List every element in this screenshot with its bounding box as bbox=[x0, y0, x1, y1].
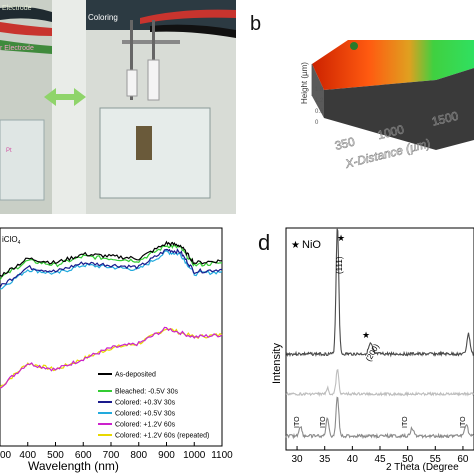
ito-label-1: ITO bbox=[294, 416, 301, 428]
legend-box bbox=[96, 368, 216, 440]
legend-label: Colored: +0.5V 30s bbox=[115, 411, 176, 418]
x-tick-label-c: 600 bbox=[75, 450, 92, 461]
z-axis-label: Height (µm) bbox=[300, 62, 309, 104]
working-electrode bbox=[147, 59, 160, 101]
surface-left-side bbox=[312, 64, 324, 118]
panel-c-spectra: iClO4 00 400 500 600 700 800 900 1000 1100 As-de… bbox=[0, 222, 236, 474]
x-tick-label-d: 60 bbox=[457, 454, 469, 465]
z-tick-3: 1.8 bbox=[315, 87, 324, 93]
marker-dot bbox=[350, 42, 358, 50]
z-tick-2: 1.2 bbox=[315, 98, 324, 104]
reference-electrode bbox=[126, 69, 138, 97]
right-beaker bbox=[99, 107, 211, 199]
label-coloring: Coloring bbox=[88, 13, 118, 22]
panel-b-profilometry: b Height (µm) 0 0.6 1.2 1.8 350 1000 150… bbox=[236, 0, 474, 214]
black-wire bbox=[0, 6, 52, 23]
x-tick-label-c: 1000 bbox=[183, 450, 206, 461]
x-tick-label-c: 800 bbox=[130, 450, 147, 461]
electrolyte-label: iClO4 bbox=[2, 235, 21, 246]
x-tick-label-d: 30 bbox=[291, 454, 303, 465]
surface-side bbox=[324, 68, 474, 150]
label-wire: r Electrode bbox=[0, 45, 34, 52]
label-pt: Pt bbox=[6, 148, 12, 154]
x-tick-label-d: 35 bbox=[319, 454, 331, 465]
x-axis-label-c: Wavelength (nm) bbox=[28, 459, 119, 473]
label-electrode: Electrode bbox=[2, 5, 32, 12]
left-beaker bbox=[0, 119, 45, 201]
x-tick-label-c: 1100 bbox=[211, 450, 233, 461]
y-axis-label-d: Intensity bbox=[271, 343, 283, 384]
panel-a-photos: Electrode r Electrode Pt Coloring bbox=[0, 0, 236, 214]
x-tick-label-d: 45 bbox=[374, 454, 386, 465]
xrd-trace-ito bbox=[285, 396, 474, 440]
x-tick-label-c: 700 bbox=[103, 450, 120, 461]
x-tick-label-c: 00 bbox=[0, 450, 12, 461]
legend-label: Colored: +0.3V 30s bbox=[115, 400, 176, 407]
panel-d-xrd: d ★ NiO Intensity (111) ★ (200) ★ ITO IT… bbox=[236, 222, 474, 474]
peak-111-star-icon: ★ bbox=[337, 233, 345, 243]
right-black-wire bbox=[150, 24, 236, 38]
surface-top bbox=[312, 40, 474, 90]
series-line-3 bbox=[0, 248, 223, 288]
x-tick-label-c: 500 bbox=[47, 450, 64, 461]
panel-letter-d: d bbox=[258, 230, 270, 255]
legend-nio: NiO bbox=[302, 239, 321, 251]
peak-200-star-icon: ★ bbox=[362, 330, 370, 340]
double-arrow-icon bbox=[44, 88, 86, 106]
series-line-4 bbox=[0, 250, 223, 290]
x-tick-350: 350 bbox=[333, 134, 356, 153]
xrd-trace-nio bbox=[285, 228, 474, 358]
x-tick-1500: 1500 bbox=[430, 109, 460, 129]
series-line-5 bbox=[0, 326, 223, 389]
rod-left bbox=[130, 20, 133, 100]
right-red-wire bbox=[140, 9, 236, 24]
x-tick-1000: 1000 bbox=[376, 122, 406, 142]
colored-film bbox=[136, 126, 152, 160]
peak-111-label: (111) bbox=[335, 256, 344, 274]
legend-label: Bleached: -0.5V 30s bbox=[115, 389, 179, 396]
x-tick-label-c: 900 bbox=[158, 450, 175, 461]
xrd-trace-middle bbox=[285, 368, 474, 398]
legend-star-icon: ★ bbox=[291, 240, 300, 251]
green-wire bbox=[0, 40, 52, 54]
z-tick-1: 0.6 bbox=[315, 109, 324, 115]
z-tick-0: 0 bbox=[315, 120, 319, 126]
ito-label-4: ITO bbox=[460, 416, 467, 428]
ito-label-3: ITO bbox=[402, 416, 409, 428]
x-tick-label-c: 400 bbox=[19, 450, 36, 461]
electrode-holder-bar bbox=[122, 40, 180, 44]
legend-label: Colored: +1.2V 60s bbox=[115, 422, 176, 429]
series-line-2 bbox=[0, 244, 222, 281]
plot-frame-d bbox=[285, 227, 474, 451]
x-axis-label: X-Distance (µm) bbox=[343, 136, 432, 171]
x-tick-label-d: 50 bbox=[402, 454, 414, 465]
series-line-1 bbox=[0, 240, 223, 278]
x-axis-label-d: 2 Theta (Degree bbox=[386, 462, 459, 473]
x-tick-label-d: 55 bbox=[430, 454, 442, 465]
ito-label-2: ITO bbox=[320, 416, 327, 428]
legend-label: As-deposited bbox=[115, 372, 156, 379]
panel-letter-b: b bbox=[250, 13, 261, 35]
legend-label: Colored: +1.2V 60s (repeated) bbox=[115, 433, 209, 440]
x-tick-label-d: 40 bbox=[347, 454, 359, 465]
red-wire bbox=[0, 22, 52, 36]
